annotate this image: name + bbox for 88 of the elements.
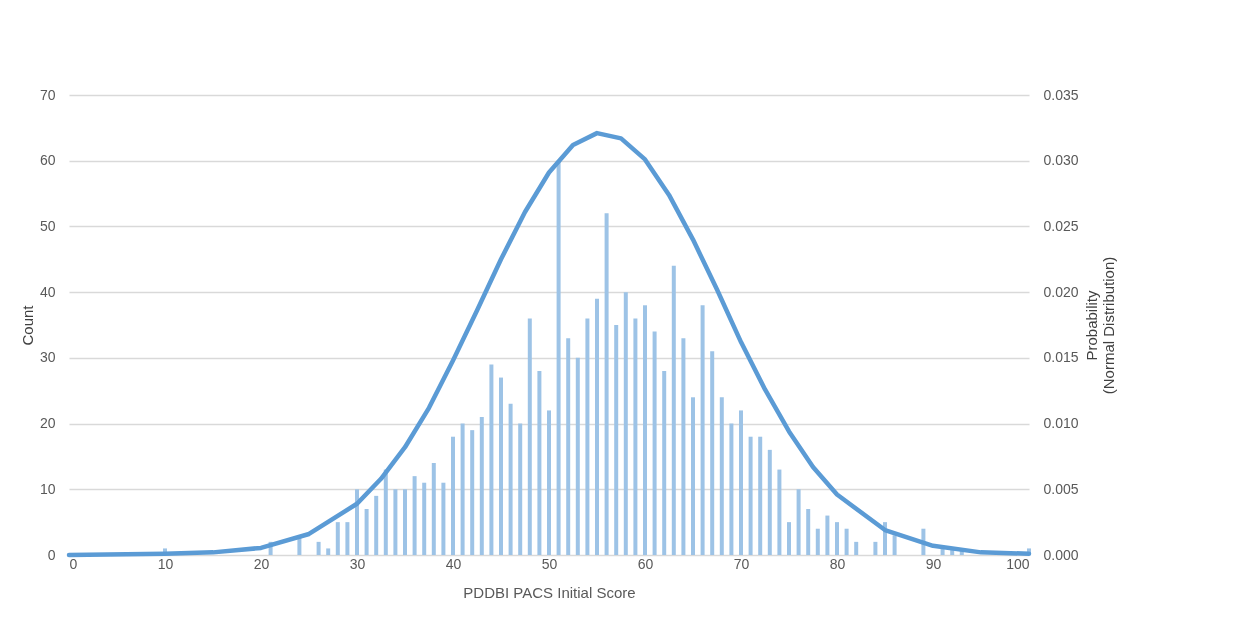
x-tick-label: 60 [637, 555, 654, 572]
bar [815, 528, 820, 555]
y-tick-label: 50 [39, 217, 56, 234]
bar [585, 318, 590, 555]
y-tick-label: 20 [39, 415, 56, 432]
y-tick-label: 70 [39, 86, 56, 103]
y2-tick-label: 0.005 [1043, 480, 1079, 497]
bar [633, 318, 638, 555]
bar [345, 522, 350, 555]
bar [431, 463, 436, 555]
bar [527, 318, 532, 555]
x-tick-label: 20 [253, 555, 270, 572]
bar [729, 423, 734, 555]
y2-tick-label: 0.010 [1043, 415, 1079, 432]
y-tick-label: 60 [39, 152, 56, 169]
bar [614, 325, 619, 555]
bar [652, 331, 657, 555]
bar [489, 364, 494, 555]
y-tick-label: 10 [39, 480, 56, 497]
y2-tick-label: 0.000 [1043, 546, 1079, 563]
bar [518, 423, 523, 555]
x-axis-title: PDDBI PACS Initial Score [463, 583, 636, 601]
bar [441, 482, 446, 555]
bar [671, 265, 676, 555]
y2-tick-label: 0.025 [1043, 217, 1079, 234]
bar [643, 305, 647, 555]
bar [355, 489, 359, 555]
bar [575, 357, 580, 555]
y-tick-label: 40 [39, 283, 56, 300]
bar [892, 535, 897, 555]
bar [566, 338, 571, 555]
y2-axis-title: Probability (Normal Distribution) [1082, 256, 1117, 395]
bar [595, 298, 599, 555]
bar [316, 541, 321, 555]
y2-tick-label: 0.035 [1043, 86, 1079, 103]
bar [508, 403, 513, 555]
bar [844, 528, 849, 555]
bar [873, 541, 878, 555]
bar [623, 292, 628, 555]
bar [556, 160, 561, 555]
bar [777, 469, 782, 555]
bar [537, 371, 542, 555]
bar [739, 410, 743, 555]
bar [547, 410, 551, 555]
y2-tick-label: 0.015 [1043, 349, 1079, 366]
bar [854, 541, 859, 555]
bar [499, 377, 503, 555]
bar [767, 449, 772, 555]
x-tick-label: 70 [733, 555, 750, 572]
bar [748, 436, 753, 555]
bar [710, 351, 715, 555]
x-tick-label: 10 [157, 555, 174, 572]
bar [662, 371, 667, 555]
bar [335, 522, 340, 555]
bar [681, 338, 686, 555]
bar [825, 515, 830, 555]
bar [364, 509, 369, 555]
bar [787, 522, 791, 555]
bar [806, 509, 811, 555]
bar [422, 482, 427, 555]
x-tick-label: 40 [445, 555, 462, 572]
x-tick-label: 100 [1006, 555, 1030, 572]
bar [412, 476, 417, 555]
bar [835, 522, 839, 555]
bar [758, 436, 763, 555]
bar [479, 417, 484, 555]
bar [604, 213, 609, 555]
x-tick-label: 50 [541, 555, 558, 572]
x-tick-label: 90 [925, 555, 942, 572]
y-tick-label: 30 [39, 349, 56, 366]
bar [719, 397, 724, 555]
bar [374, 495, 379, 555]
y2-tick-label: 0.030 [1043, 152, 1079, 169]
bar [691, 397, 695, 555]
x-tick-label: 30 [349, 555, 366, 572]
bar [451, 436, 455, 555]
bar [403, 489, 407, 555]
x-tick-label: 80 [829, 555, 846, 572]
bar [700, 305, 705, 555]
line-series [66, 130, 1032, 558]
bar [796, 489, 801, 555]
x-tick-label: 0 [69, 555, 78, 572]
bar [326, 548, 331, 555]
y-axis-title: Count [18, 304, 36, 346]
bar [470, 430, 475, 555]
y2-tick-label: 0.020 [1043, 283, 1079, 300]
bar [460, 423, 465, 555]
bar [393, 489, 398, 555]
